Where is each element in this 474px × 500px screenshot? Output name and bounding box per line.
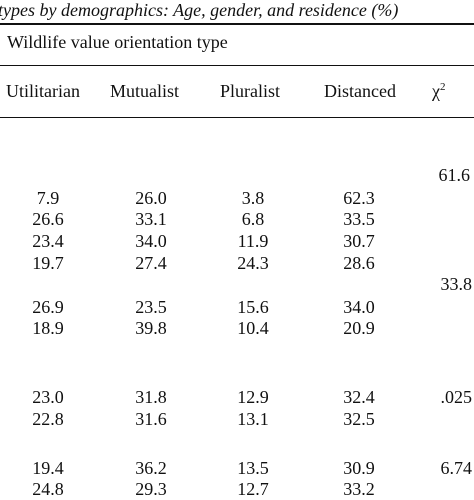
cell-distanced-row-9: 30.9 bbox=[343, 458, 375, 478]
cell-distanced-row-7: 32.4 bbox=[343, 387, 375, 407]
cell-utilitarian-row-7: 23.0 bbox=[32, 387, 64, 407]
column-header-utilitarian: Utilitarian bbox=[6, 81, 80, 101]
cell-distanced-row-3: 30.7 bbox=[343, 231, 375, 251]
cell-utilitarian-row-6: 18.9 bbox=[32, 318, 64, 338]
chi-square-residence: .025 bbox=[440, 387, 473, 407]
top-rule bbox=[0, 23, 474, 25]
table-caption: types by demographics: Age, gender, and … bbox=[0, 0, 399, 20]
chi-square-gender: 33.8 bbox=[440, 274, 473, 294]
cell-utilitarian-row-5: 26.9 bbox=[32, 297, 64, 317]
cell-utilitarian-row-2: 26.6 bbox=[32, 209, 64, 229]
column-header-chi-square: χ2 bbox=[432, 81, 446, 101]
cell-distanced-row-10: 33.2 bbox=[343, 479, 375, 499]
cell-distanced-row-8: 32.5 bbox=[343, 409, 375, 429]
cell-utilitarian-row-4: 19.7 bbox=[32, 253, 64, 273]
group-header: Wildlife value orientation type bbox=[7, 32, 228, 52]
cell-distanced-row-4: 28.6 bbox=[343, 253, 375, 273]
cell-mutualist-row-3: 34.0 bbox=[135, 231, 167, 251]
cell-distanced-row-2: 33.5 bbox=[343, 209, 375, 229]
cell-utilitarian-row-10: 24.8 bbox=[32, 479, 64, 499]
cell-pluralist-row-1: 3.8 bbox=[241, 188, 265, 208]
cell-pluralist-row-3: 11.9 bbox=[237, 231, 269, 251]
cell-utilitarian-row-9: 19.4 bbox=[32, 458, 64, 478]
chi-square-age: 61.6 bbox=[438, 165, 471, 185]
cell-utilitarian-row-8: 22.8 bbox=[32, 409, 64, 429]
cell-pluralist-row-6: 10.4 bbox=[237, 318, 269, 338]
cell-mutualist-row-5: 23.5 bbox=[135, 297, 167, 317]
header-rule bbox=[0, 117, 474, 118]
cell-mutualist-row-9: 36.2 bbox=[135, 458, 167, 478]
column-header-pluralist: Pluralist bbox=[220, 81, 281, 101]
column-header-distanced: Distanced bbox=[324, 81, 396, 101]
cell-pluralist-row-8: 13.1 bbox=[237, 409, 269, 429]
cell-mutualist-row-1: 26.0 bbox=[135, 188, 167, 208]
cell-mutualist-row-8: 31.6 bbox=[135, 409, 167, 429]
cell-pluralist-row-10: 12.7 bbox=[237, 479, 269, 499]
cell-mutualist-row-7: 31.8 bbox=[135, 387, 167, 407]
cell-pluralist-row-9: 13.5 bbox=[237, 458, 269, 478]
cell-mutualist-row-6: 39.8 bbox=[135, 318, 167, 338]
cell-pluralist-row-4: 24.3 bbox=[237, 253, 269, 273]
cell-distanced-row-6: 20.9 bbox=[343, 318, 375, 338]
cell-mutualist-row-4: 27.4 bbox=[135, 253, 167, 273]
column-header-mutualist: Mutualist bbox=[110, 81, 180, 101]
cell-pluralist-row-2: 6.8 bbox=[241, 209, 265, 229]
cell-utilitarian-row-1: 7.9 bbox=[36, 188, 60, 208]
cell-mutualist-row-10: 29.3 bbox=[135, 479, 167, 499]
cell-pluralist-row-7: 12.9 bbox=[237, 387, 269, 407]
chi-square-other: 6.74 bbox=[440, 458, 473, 478]
cell-distanced-row-5: 34.0 bbox=[343, 297, 375, 317]
cell-utilitarian-row-3: 23.4 bbox=[32, 231, 64, 251]
cell-distanced-row-1: 62.3 bbox=[343, 188, 375, 208]
cell-mutualist-row-2: 33.1 bbox=[135, 209, 167, 229]
cell-pluralist-row-5: 15.6 bbox=[237, 297, 269, 317]
group-underline bbox=[0, 65, 474, 66]
